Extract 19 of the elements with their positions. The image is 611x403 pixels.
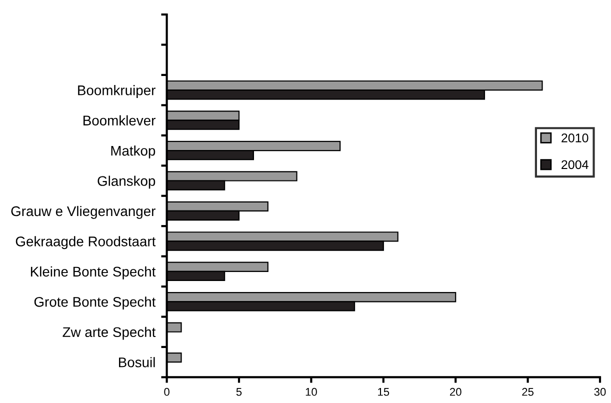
y-tick-label: Zw arte Specht: [62, 326, 156, 340]
x-tick-label: 15: [378, 388, 390, 396]
y-tick-label: Glanskop: [98, 176, 156, 189]
x-tick-label: 10: [306, 388, 317, 396]
x-tick-label: 25: [522, 388, 534, 396]
y-tick-label: Grote Bonte Specht: [34, 296, 156, 310]
legend-label: 2004: [562, 160, 588, 170]
y-tick-label: Matkop: [111, 145, 156, 158]
x-tick-label: 30: [594, 388, 606, 396]
y-tick-label: Boomkruiper: [78, 85, 156, 98]
y-tick-label: Grauw e Vliegenvanger: [11, 206, 156, 219]
x-tick-label: 0: [164, 388, 170, 396]
y-tick-label: Kleine Bonte Specht: [30, 266, 156, 280]
y-tick-label: Bosuil: [119, 357, 155, 368]
y-tick-label: Gekraagde Roodstaart: [16, 236, 156, 250]
x-tick-label: 5: [236, 388, 242, 396]
legend-label: 2010: [562, 134, 588, 142]
y-tick-label: Boomklever: [84, 115, 156, 126]
x-tick-label: 20: [450, 388, 462, 396]
